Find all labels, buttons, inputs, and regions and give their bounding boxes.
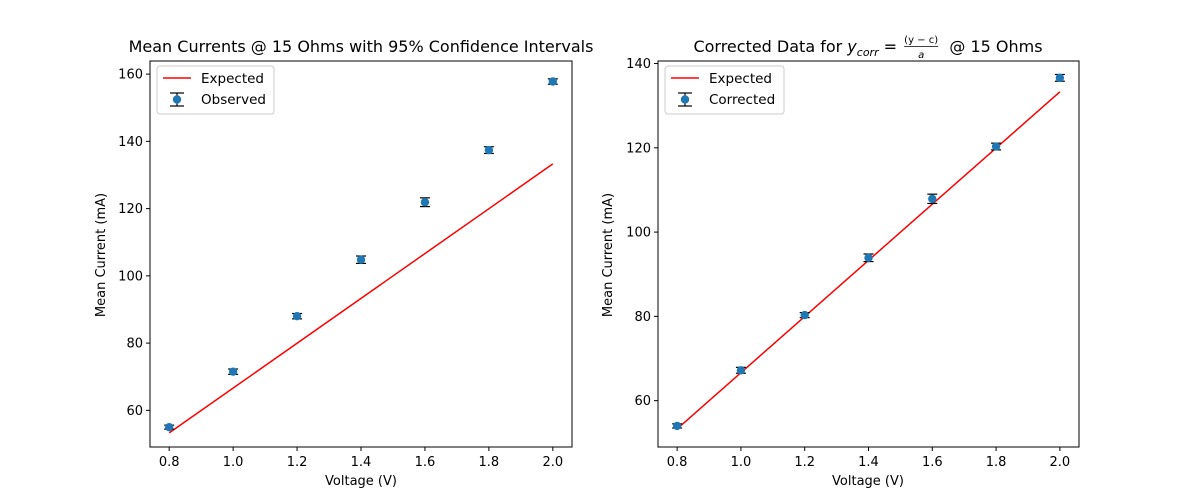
- chart-left: Mean Currents @ 15 Ohms with 95% Confide…: [94, 37, 593, 489]
- y-tick-label: 120: [118, 202, 143, 217]
- marker: [736, 366, 746, 375]
- chart-right-title: Corrected Data for ycorr = (y − c) a @ 15…: [693, 35, 1042, 61]
- legend-errorbar-icon: [170, 92, 184, 107]
- marker: [864, 253, 873, 262]
- chart-left-data-point: [483, 145, 494, 155]
- legend-errorbar-icon: [678, 92, 692, 107]
- chart-left-data-point: [228, 367, 239, 376]
- chart-right-legend: Expected Corrected: [664, 65, 785, 115]
- chart-left-data-point: [292, 312, 303, 321]
- chart-right-data-point: [672, 421, 683, 431]
- marker: [1055, 73, 1065, 83]
- chart-left-title: Mean Currents @ 15 Ohms with 95% Confide…: [129, 37, 594, 56]
- chart-left-legend: Expected Observed: [156, 65, 275, 115]
- marker: [228, 367, 238, 376]
- x-tick-label: 2.0: [1050, 455, 1071, 470]
- chart-right-plot: 0.8 1.0 1.2 1.4 1.6 1.8 2.0 60 80 100 120 140: [626, 57, 1080, 470]
- chart-right-data-point: [799, 310, 810, 320]
- x-tick-label: 0.8: [667, 455, 688, 470]
- chart-right-data-point: [735, 366, 746, 375]
- marker: [356, 255, 366, 264]
- chart-left-ylabel: Mean Current (mA): [94, 193, 109, 317]
- x-tick-label: 1.6: [415, 455, 436, 470]
- chart-right-xlabel: Voltage (V): [832, 474, 904, 489]
- chart-left-expected-line: [168, 163, 554, 434]
- marker: [800, 310, 809, 320]
- x-tick-label: 1.2: [794, 455, 815, 470]
- chart-right-ylabel: Mean Current (mA): [601, 193, 616, 317]
- x-tick-label: 1.8: [479, 455, 500, 470]
- chart-left-legend-expected: Expected: [201, 71, 264, 87]
- x-tick-label: 1.4: [858, 455, 879, 470]
- x-tick-label: 1.8: [986, 455, 1007, 470]
- x-tick-label: 1.0: [731, 455, 752, 470]
- x-tick-label: 2.0: [542, 455, 563, 470]
- marker: [164, 422, 174, 432]
- chart-right-data-point: [991, 142, 1002, 151]
- chart-left-data-point: [164, 422, 175, 432]
- chart-right: Corrected Data for ycorr = (y − c) a @ 15…: [601, 35, 1080, 489]
- x-tick-label: 0.8: [159, 455, 180, 470]
- y-tick-label: 80: [634, 310, 651, 325]
- marker: [672, 421, 682, 431]
- x-tick-label: 1.4: [351, 455, 372, 470]
- y-tick-label: 160: [118, 68, 143, 83]
- marker: [548, 77, 558, 86]
- chart-left-plot: 0.8 1.0 1.2 1.4 1.6 1.8 2.0 60 80 100 120 140 160: [118, 60, 573, 470]
- y-tick-label: 140: [118, 135, 143, 150]
- marker: [292, 312, 302, 321]
- y-tick-label: 60: [634, 394, 651, 409]
- marker: [991, 142, 1001, 151]
- x-tick-label: 1.6: [922, 455, 943, 470]
- marker: [420, 198, 430, 207]
- chart-left-xlabel: Voltage (V): [325, 474, 397, 489]
- y-tick-label: 60: [126, 404, 143, 419]
- marker: [484, 145, 494, 155]
- chart-right-data-point: [863, 253, 874, 263]
- chart-left-data-point: [547, 77, 558, 86]
- y-tick-label: 100: [626, 226, 651, 241]
- x-tick-label: 1.0: [223, 455, 244, 470]
- y-tick-label: 100: [118, 269, 143, 284]
- y-tick-label: 140: [626, 57, 651, 72]
- chart-right-legend-corrected: Corrected: [709, 92, 775, 108]
- chart-left-data-point: [419, 197, 430, 208]
- chart-right-data-point: [1054, 73, 1065, 83]
- y-tick-label: 120: [626, 141, 651, 156]
- x-tick-label: 1.2: [287, 455, 308, 470]
- chart-right-legend-expected: Expected: [709, 71, 772, 87]
- chart-left-data-point: [356, 255, 366, 265]
- chart-left-legend-observed: Observed: [201, 92, 266, 108]
- y-tick-label: 80: [126, 337, 143, 352]
- chart-right-data-point: [927, 193, 938, 205]
- marker: [928, 194, 937, 203]
